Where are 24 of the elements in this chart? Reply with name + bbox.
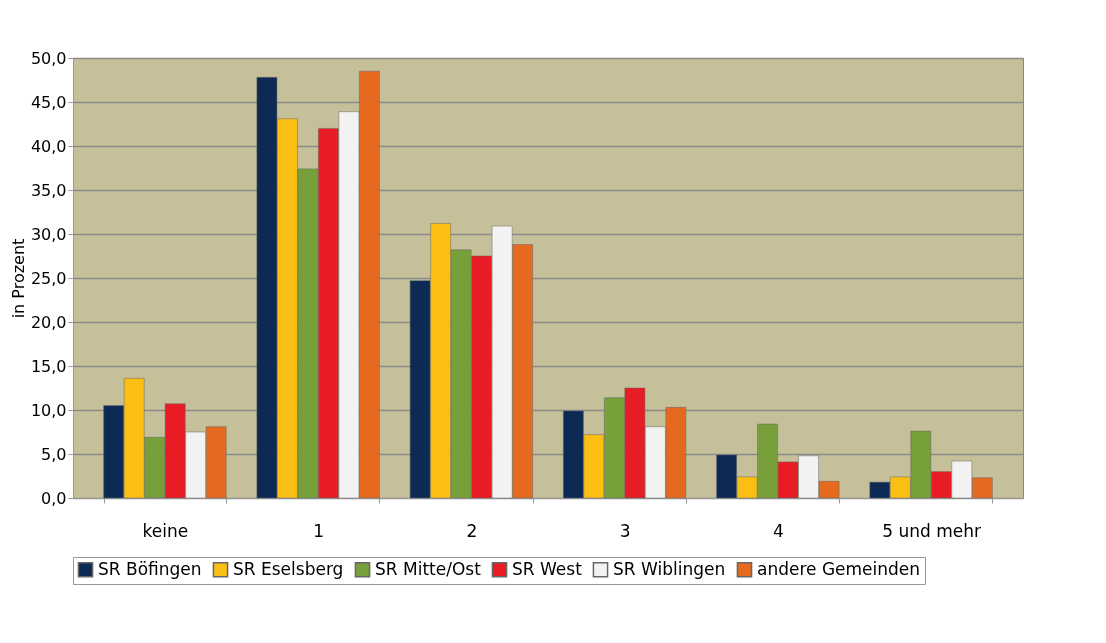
y-tick-label: 35,0 xyxy=(30,180,67,200)
legend-label: SR Böfingen xyxy=(98,558,202,579)
x-tick-label: keine xyxy=(142,520,189,541)
y-tick-label: 40,0 xyxy=(30,136,67,156)
y-axis-title: in Prozent xyxy=(8,238,28,319)
y-tick-label: 5,0 xyxy=(41,444,67,464)
legend-label: andere Gemeinden xyxy=(757,558,921,579)
y-tick-label: 15,0 xyxy=(30,356,67,376)
y-tick-label: 0,0 xyxy=(41,488,67,508)
y-tick-label: 25,0 xyxy=(30,268,67,288)
x-tick-label: 4 xyxy=(772,520,784,541)
y-tick-label: 45,0 xyxy=(30,92,67,112)
x-tick-label: 5 und mehr xyxy=(882,520,981,541)
x-tick-label: 3 xyxy=(619,520,631,541)
x-tick-label: 2 xyxy=(466,520,478,541)
y-tick-label: 50,0 xyxy=(30,48,67,68)
y-tick-label: 30,0 xyxy=(30,224,67,244)
legend-label: SR West xyxy=(512,558,583,579)
legend-label: SR Mitte/Ost xyxy=(375,558,482,579)
x-tick-label: 1 xyxy=(313,520,325,541)
legend-label: SR Eselsberg xyxy=(233,558,344,579)
y-tick-label: 10,0 xyxy=(30,400,67,420)
y-tick-label: 20,0 xyxy=(30,312,67,332)
legend-label: SR Wiblingen xyxy=(613,558,726,579)
